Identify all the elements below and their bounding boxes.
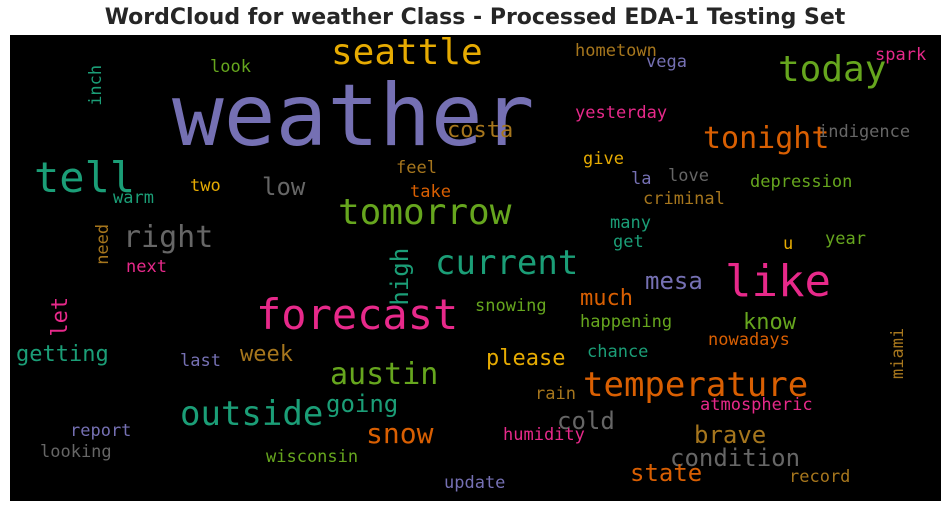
word-yesterday: yesterday [575, 103, 668, 123]
word-inch: inch [86, 64, 106, 106]
word-report: report [70, 421, 132, 441]
word-warm: warm [113, 188, 154, 208]
word-feel: feel [396, 158, 437, 178]
word-record: record [789, 467, 851, 487]
word-please: please [486, 346, 566, 371]
word-need: need [93, 223, 113, 265]
word-u: u [783, 234, 794, 254]
word-tonight: tonight [703, 121, 830, 156]
word-humidity: humidity [503, 425, 585, 445]
word-la: la [631, 169, 652, 189]
word-criminal: criminal [643, 189, 725, 209]
word-snowing: snowing [475, 296, 547, 316]
word-two: two [190, 176, 221, 196]
word-temperature: temperature [583, 365, 809, 405]
word-going: going [326, 390, 399, 418]
word-seattle: seattle [331, 35, 483, 73]
word-austin: austin [330, 357, 439, 392]
word-many: many [610, 213, 651, 233]
word-weather: weather [172, 66, 535, 166]
word-today: today [778, 49, 887, 90]
word-condition: condition [670, 444, 801, 472]
word-love: love [668, 166, 709, 186]
word-nowadays: nowadays [708, 330, 790, 350]
word-depression: depression [750, 172, 853, 192]
word-happening: happening [580, 312, 673, 332]
word-snow: snow [366, 417, 434, 450]
word-looking: looking [40, 442, 112, 462]
word-update: update [444, 473, 506, 493]
word-tell: tell [34, 153, 136, 202]
word-chance: chance [587, 342, 649, 362]
word-let: let [48, 296, 73, 337]
word-getting: getting [16, 342, 109, 367]
word-state: state [630, 459, 703, 487]
word-forecast: forecast [256, 290, 459, 339]
word-rain: rain [535, 384, 576, 404]
word-cold: cold [557, 407, 615, 435]
word-hometown: hometown [575, 41, 657, 61]
word-miami: miami [888, 327, 908, 379]
word-know: know [743, 310, 796, 335]
word-vega: vega [646, 52, 687, 72]
word-low: low [262, 173, 306, 201]
chart-title: WordCloud for weather Class - Processed … [104, 5, 846, 30]
word-last: last [180, 351, 221, 371]
word-look: look [210, 57, 251, 77]
word-mesa: mesa [645, 267, 703, 295]
word-week: week [240, 342, 293, 367]
word-right: right [123, 220, 214, 255]
word-tomorrow: tomorrow [338, 192, 512, 233]
word-current: current [435, 243, 579, 283]
word-outside: outside [180, 394, 324, 434]
word-brave: brave [694, 421, 767, 449]
word-spark: spark [875, 45, 927, 65]
word-get: get [613, 232, 644, 252]
word-wisconsin: wisconsin [266, 447, 359, 467]
word-costa: costa [447, 118, 514, 143]
word-next: next [126, 257, 167, 277]
word-take: take [410, 182, 451, 202]
word-year: year [825, 229, 866, 249]
word-much: much [580, 286, 633, 311]
word-give: give [583, 149, 624, 169]
word-atmospheric: atmospheric [700, 395, 813, 415]
word-like: like [725, 256, 831, 307]
wordcloud-canvas: weather seattle today hometown vega spark look… [10, 35, 941, 501]
word-indigence: indigence [818, 122, 911, 142]
